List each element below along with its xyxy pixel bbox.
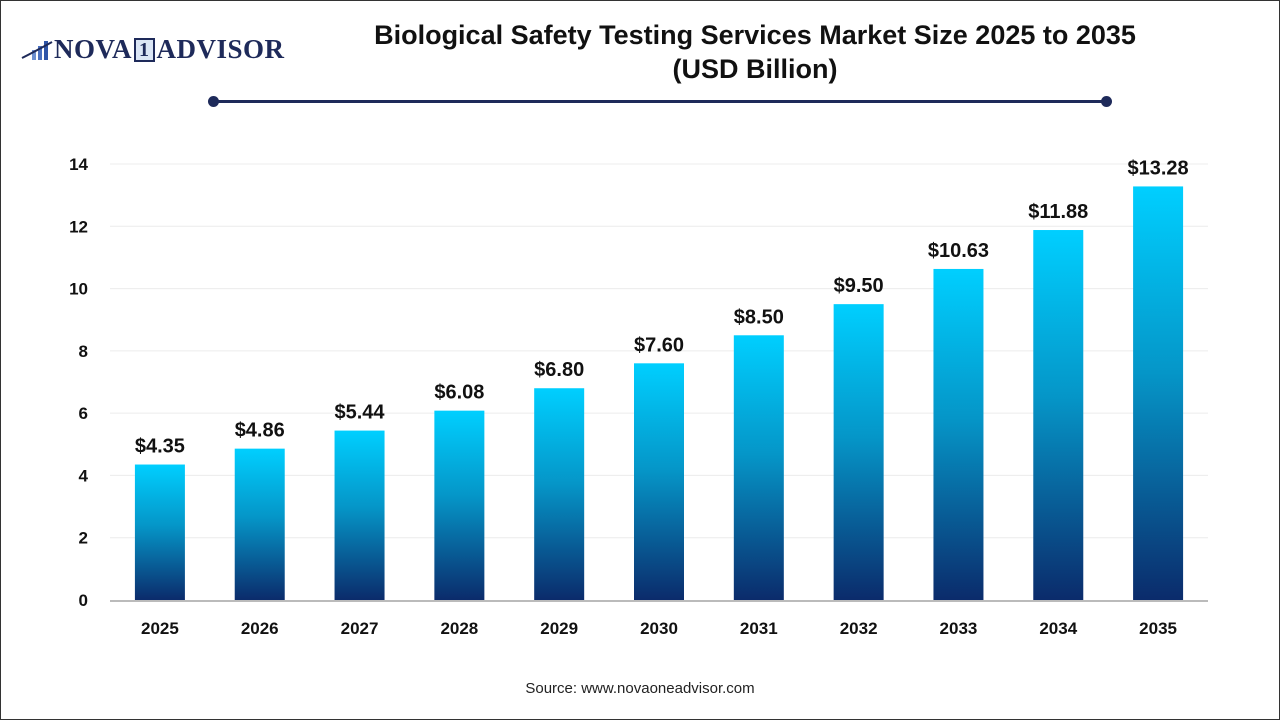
bar-2033 bbox=[933, 268, 984, 600]
y-tick-label: 2 bbox=[79, 529, 88, 548]
x-tick-label: 2031 bbox=[740, 619, 778, 638]
divider-dot-right bbox=[1101, 96, 1112, 107]
bar-2027 bbox=[334, 430, 385, 600]
logo: NOVA 1 ADVISOR bbox=[20, 34, 285, 65]
logo-text-right: ADVISOR bbox=[156, 34, 285, 64]
x-tick-label: 2026 bbox=[241, 619, 279, 638]
x-tick-label: 2033 bbox=[940, 619, 978, 638]
x-tick-label: 2034 bbox=[1039, 619, 1077, 638]
data-label: $8.50 bbox=[734, 306, 784, 328]
y-tick-label: 10 bbox=[69, 280, 88, 299]
x-tick-label: 2027 bbox=[341, 619, 379, 638]
data-label: $11.88 bbox=[1028, 201, 1088, 223]
x-tick-label: 2030 bbox=[640, 619, 678, 638]
bar-2028 bbox=[434, 410, 485, 600]
bar-2025 bbox=[134, 464, 185, 600]
data-label: $4.35 bbox=[135, 436, 185, 458]
divider-dot-left bbox=[208, 96, 219, 107]
y-tick-label: 8 bbox=[79, 342, 88, 361]
title-line-1: Biological Safety Testing Services Marke… bbox=[374, 20, 1136, 50]
y-tick-label: 12 bbox=[69, 217, 88, 236]
bar-2035 bbox=[1133, 186, 1184, 600]
bar-2026 bbox=[234, 448, 285, 600]
y-tick-label: 14 bbox=[69, 155, 88, 174]
y-tick-label: 6 bbox=[79, 404, 88, 423]
x-tick-label: 2025 bbox=[141, 619, 179, 638]
bar-2030 bbox=[634, 363, 684, 600]
logo-text-mid: 1 bbox=[134, 37, 155, 62]
x-tick-label: 2028 bbox=[440, 619, 478, 638]
data-label: $6.08 bbox=[434, 382, 484, 404]
data-label: $7.60 bbox=[634, 334, 684, 356]
source-note: Source: www.novaoneadvisor.com bbox=[525, 680, 755, 697]
data-label: $4.86 bbox=[235, 420, 285, 442]
y-tick-label: 0 bbox=[79, 591, 88, 610]
bar-2031 bbox=[733, 335, 784, 600]
x-tick-label: 2029 bbox=[540, 619, 578, 638]
title-line-2: (USD Billion) bbox=[672, 54, 838, 84]
data-label: $6.80 bbox=[534, 359, 584, 381]
data-label: $9.50 bbox=[834, 275, 884, 297]
chart-title: Biological Safety Testing Services Marke… bbox=[310, 18, 1200, 86]
bar-2032 bbox=[833, 304, 884, 600]
data-label: $13.28 bbox=[1128, 157, 1189, 179]
bar-2034 bbox=[1033, 230, 1084, 600]
bar-2029 bbox=[534, 388, 585, 600]
data-label: $10.63 bbox=[928, 240, 989, 262]
bar-chart-logo-icon bbox=[21, 40, 53, 60]
x-tick-label: 2032 bbox=[840, 619, 878, 638]
title-divider bbox=[213, 100, 1106, 103]
data-label: $5.44 bbox=[335, 402, 386, 424]
x-tick-label: 2035 bbox=[1139, 619, 1177, 638]
logo-text-left: NOVA bbox=[54, 34, 133, 64]
y-tick-label: 4 bbox=[79, 466, 89, 485]
